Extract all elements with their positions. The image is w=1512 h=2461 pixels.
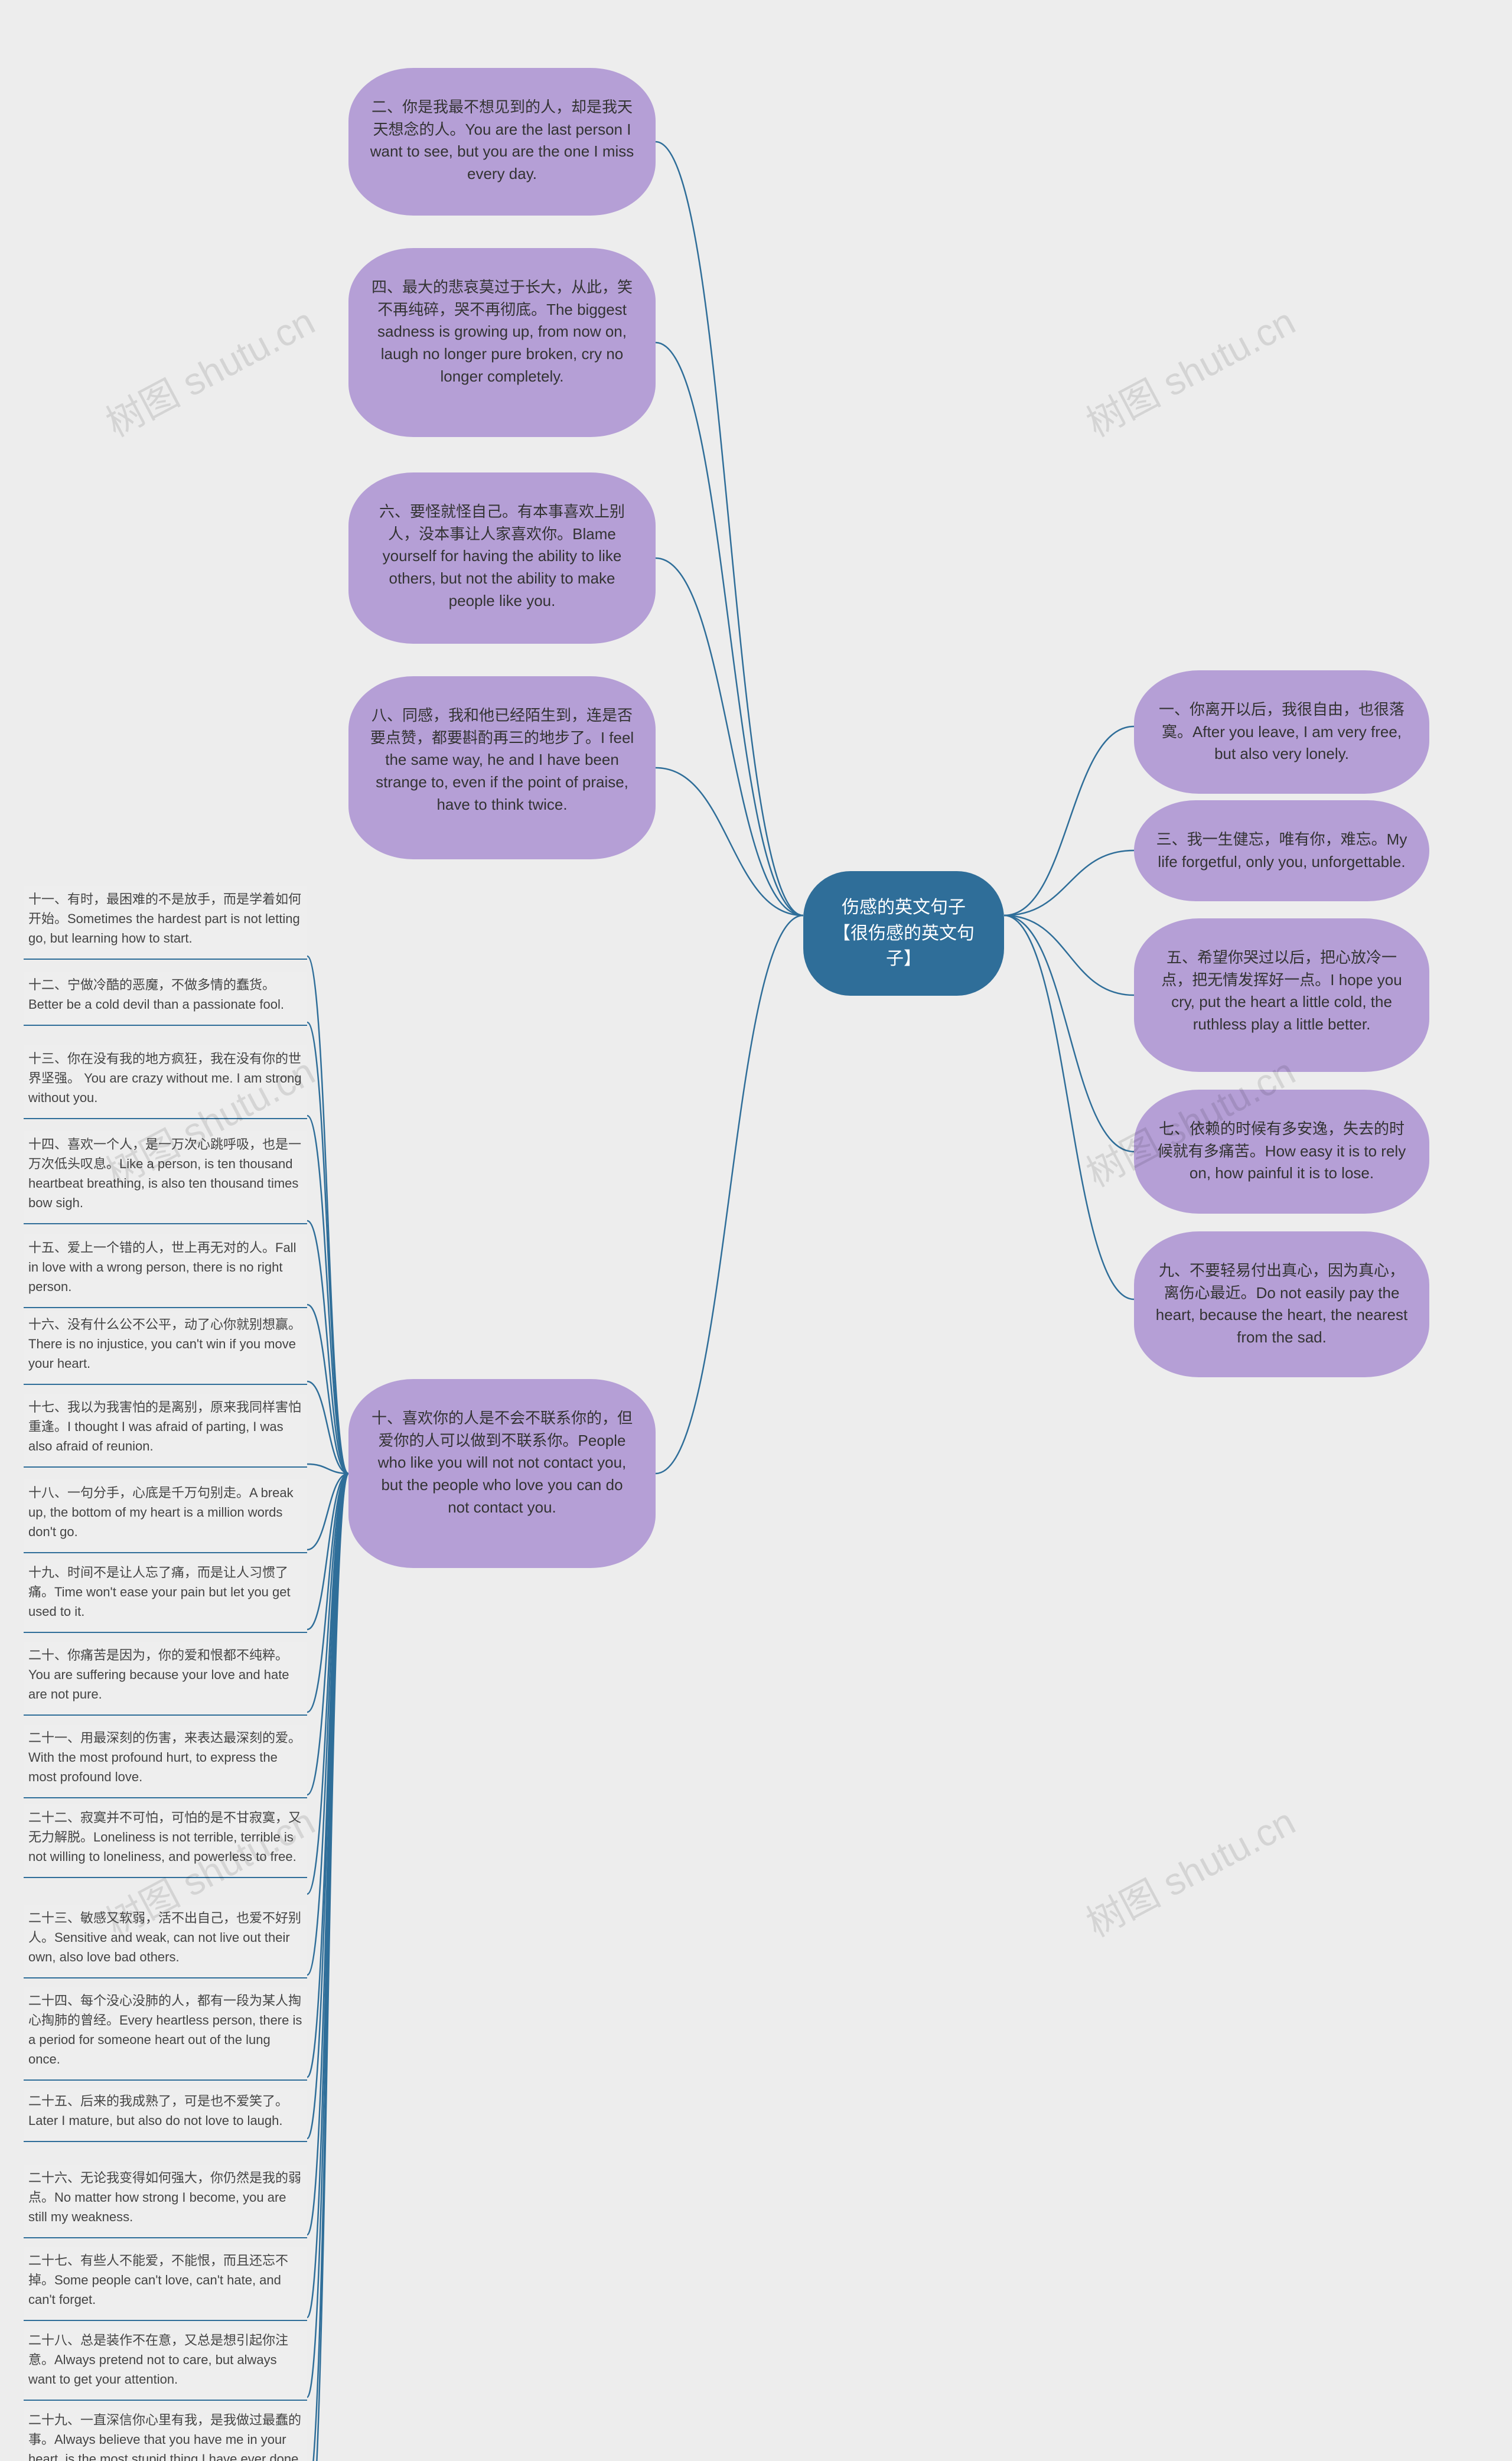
mindmap-canvas: 伤感的英文句子【很伤感的英文句子】 二、你是我最不想见到的人，却是我天天想念的人。… (0, 0, 1512, 2461)
leaf-l27: 二十七、有些人不能爱，不能恨，而且还忘不掉。Some people can't … (24, 2247, 307, 2321)
branch-node-p8: 八、同感，我和他已经陌生到，连是否要点赞，都要斟酌再三的地步了。I feel t… (348, 676, 656, 859)
leaf-l14: 十四、喜欢一个人，是一万次心跳呼吸，也是一万次低头叹息。Like a perso… (24, 1131, 307, 1224)
leaf-l18: 十八、一句分手，心底是千万句别走。A break up, the bottom … (24, 1479, 307, 1553)
leaf-l22: 二十二、寂寞并不可怕，可怕的是不甘寂寞，又无力解脱。Loneliness is … (24, 1804, 307, 1878)
branch-node-p7: 七、依赖的时候有多安逸，失去的时候就有多痛苦。How easy it is to… (1134, 1090, 1429, 1214)
leaf-l23: 二十三、敏感又软弱，活不出自己，也爱不好别人。Sensitive and wea… (24, 1905, 307, 1978)
leaf-l26: 二十六、无论我变得如何强大，你仍然是我的弱点。No matter how str… (24, 2165, 307, 2238)
watermark: 树图 shutu.cn (1076, 1792, 1304, 1947)
leaf-l24: 二十四、每个没心没肺的人，都有一段为某人掏心掏肺的曾经。Every heartl… (24, 1987, 307, 2081)
watermark: 树图 shutu.cn (95, 292, 323, 447)
watermark: 树图 shutu.cn (1076, 292, 1304, 447)
leaf-l15: 十五、爱上一个错的人，世上再无对的人。Fall in love with a w… (24, 1234, 307, 1308)
leaf-l11: 十一、有时，最困难的不是放手，而是学着如何开始。Sometimes the ha… (24, 886, 307, 960)
leaf-l20: 二十、你痛苦是因为，你的爱和恨都不纯粹。You are suffering be… (24, 1642, 307, 1716)
branch-node-p10: 十、喜欢你的人是不会不联系你的，但爱你的人可以做到不联系你。People who… (348, 1379, 656, 1568)
leaf-l13: 十三、你在没有我的地方疯狂，我在没有你的世界坚强。 You are crazy … (24, 1045, 307, 1119)
leaf-l25: 二十五、后来的我成熟了，可是也不爱笑了。 Later I mature, but… (24, 2088, 307, 2142)
leaf-l28: 二十八、总是装作不在意，又总是想引起你注意。Always pretend not… (24, 2327, 307, 2401)
branch-node-p9: 九、不要轻易付出真心，因为真心，离伤心最近。Do not easily pay … (1134, 1231, 1429, 1377)
leaf-l12: 十二、宁做冷酷的恶魔，不做多情的蠢货。Better be a cold devi… (24, 972, 307, 1026)
center-node: 伤感的英文句子【很伤感的英文句子】 (803, 871, 1004, 996)
branch-node-p2: 二、你是我最不想见到的人，却是我天天想念的人。You are the last … (348, 68, 656, 216)
leaf-l29: 二十九、一直深信你心里有我，是我做过最蠢的事。Always believe th… (24, 2407, 307, 2461)
branch-node-p4: 四、最大的悲哀莫过于长大，从此，笑不再纯碎，哭不再彻底。The biggest … (348, 248, 656, 437)
leaf-l19: 十九、时间不是让人忘了痛，而是让人习惯了痛。Time won't ease yo… (24, 1559, 307, 1633)
leaf-l17: 十七、我以为我害怕的是离别，原来我同样害怕重逢。I thought I was … (24, 1394, 307, 1468)
leaf-l21: 二十一、用最深刻的伤害，来表达最深刻的爱。With the most profo… (24, 1725, 307, 1798)
branch-node-p3: 三、我一生健忘，唯有你，难忘。My life forgetful, only y… (1134, 800, 1429, 901)
branch-node-p5: 五、希望你哭过以后，把心放冷一点，把无情发挥好一点。I hope you cry… (1134, 918, 1429, 1072)
branch-node-p6: 六、要怪就怪自己。有本事喜欢上别人，没本事让人家喜欢你。Blame yourse… (348, 472, 656, 644)
leaf-l16: 十六、没有什么公不公平，动了心你就别想赢。There is no injusti… (24, 1311, 307, 1385)
branch-node-p1: 一、你离开以后，我很自由，也很落寞。After you leave, I am … (1134, 670, 1429, 794)
